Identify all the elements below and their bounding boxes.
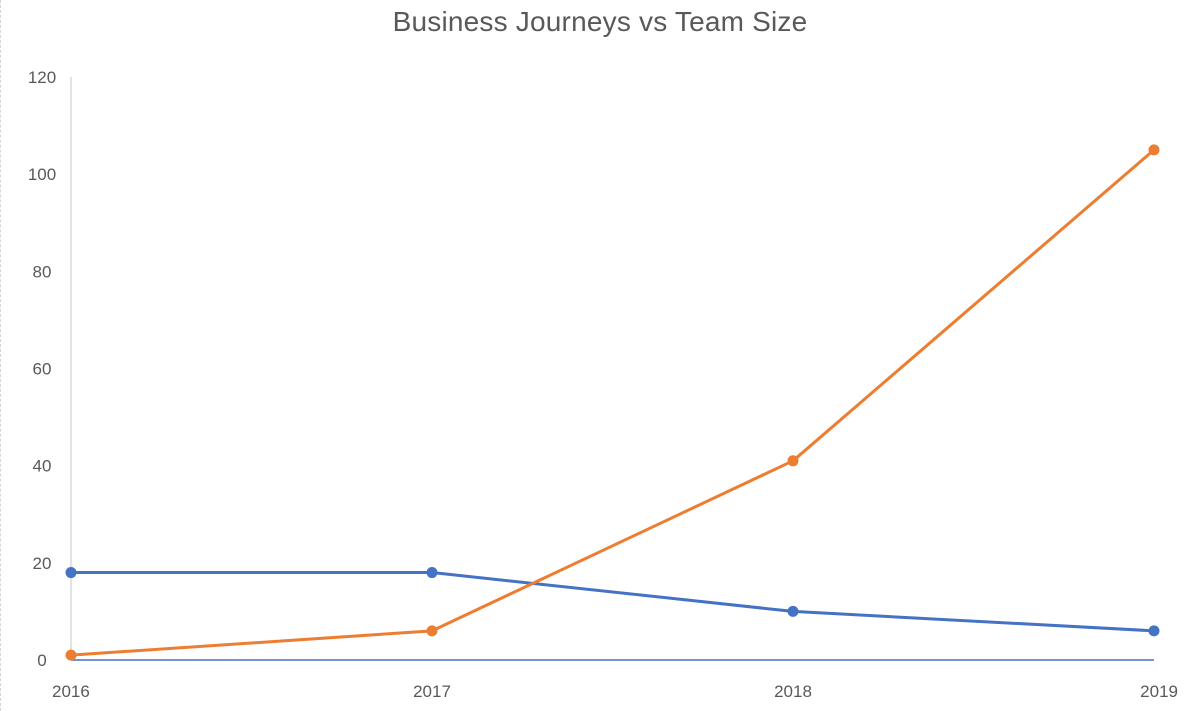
x-tick-label: 2018 (774, 682, 812, 701)
series-line (69, 571, 1156, 633)
y-tick-label: 20 (33, 554, 52, 573)
y-tick-label: 80 (33, 262, 52, 281)
data-point (787, 605, 799, 617)
y-tick-label: 100 (28, 165, 56, 184)
y-tick-label: 0 (37, 651, 46, 670)
x-tick-label: 2017 (413, 682, 451, 701)
data-point (65, 567, 77, 579)
y-axis-tick-labels: 0 20 40 60 80 100 120 (28, 68, 56, 670)
series-line (69, 148, 1156, 657)
series-1 (65, 567, 1160, 637)
data-point (787, 455, 799, 467)
series-layer (65, 144, 1160, 661)
y-tick-label: 60 (33, 360, 52, 379)
data-point (1148, 625, 1160, 637)
series-2 (65, 144, 1160, 661)
y-tick-label: 40 (33, 457, 52, 476)
data-point (65, 649, 77, 661)
x-axis-tick-labels: 2016 2017 2018 2019 (52, 682, 1178, 701)
x-tick-label: 2016 (52, 682, 90, 701)
y-tick-label: 120 (28, 68, 56, 87)
x-tick-label: 2019 (1140, 682, 1178, 701)
data-point (1148, 144, 1160, 156)
chart-title: Business Journeys vs Team Size (392, 6, 808, 37)
data-point (426, 625, 438, 637)
data-point (426, 567, 438, 579)
